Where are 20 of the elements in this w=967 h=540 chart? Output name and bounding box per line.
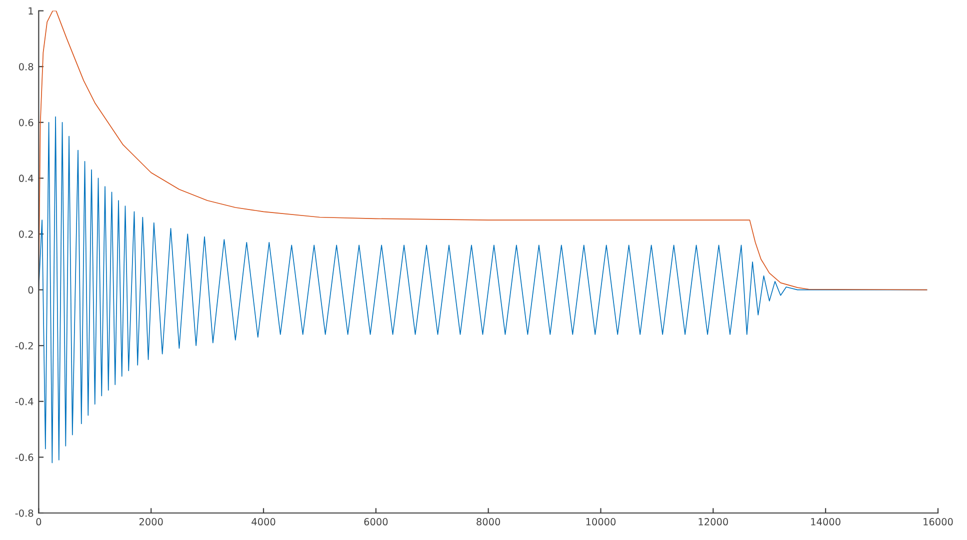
x-tick-label: 10000 bbox=[586, 518, 616, 526]
x-tick-label: 2000 bbox=[139, 518, 163, 526]
x-tick-label: 0 bbox=[36, 518, 42, 526]
x-tick-label: 6000 bbox=[364, 518, 388, 526]
y-tick-label: 0.2 bbox=[19, 230, 33, 238]
y-tick-label: -0.4 bbox=[15, 398, 34, 406]
y-tick-label: -0.2 bbox=[15, 342, 33, 350]
y-tick-label: 0.8 bbox=[19, 63, 34, 70]
x-tick-label: 14000 bbox=[811, 518, 840, 526]
y-tick-label: 1 bbox=[28, 7, 33, 14]
x-tick-label: 8000 bbox=[476, 518, 500, 526]
x-tick-label: 16000 bbox=[924, 518, 953, 526]
y-tick-label: -0.8 bbox=[15, 509, 34, 517]
line-series bbox=[38, 10, 928, 290]
y-tick-label: 0.4 bbox=[19, 174, 34, 182]
y-tick-label: 0.6 bbox=[19, 118, 34, 126]
x-tick-label: 12000 bbox=[698, 518, 728, 526]
y-tick-label: -0.6 bbox=[15, 454, 34, 462]
y-tick-label: 0 bbox=[28, 286, 34, 294]
x-tick-label: 4000 bbox=[252, 518, 276, 526]
